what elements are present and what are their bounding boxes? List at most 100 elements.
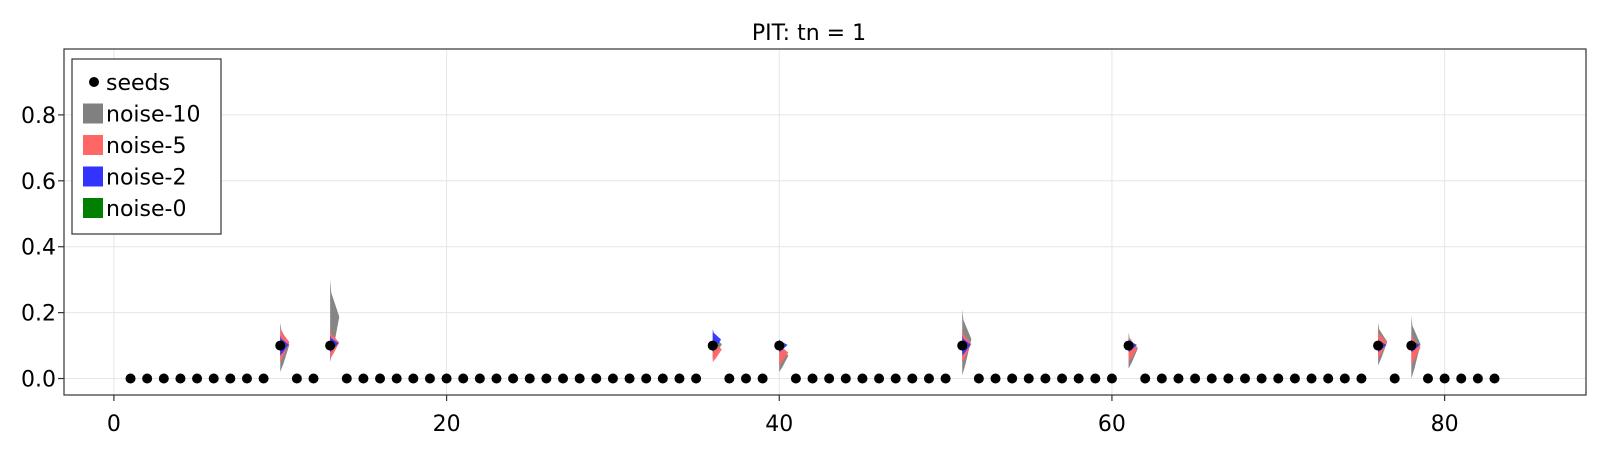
seed-point: [674, 373, 685, 384]
seed-point: [790, 373, 801, 384]
y-tick-label: 0.0: [21, 368, 56, 393]
seed-point: [175, 373, 186, 384]
seed-point: [1190, 373, 1201, 384]
seed-point: [990, 373, 1001, 384]
seed-point: [458, 373, 469, 384]
seed-point: [1073, 373, 1084, 384]
seed-point: [1472, 373, 1483, 384]
legend-marker-noise-5: [83, 135, 103, 155]
axes: 0 20 40 60 80 0.0 0.2 0.4 0.6 0.8: [21, 104, 1459, 437]
seed-point: [1240, 373, 1251, 384]
seed-point: [874, 373, 885, 384]
seed-point: [325, 340, 336, 351]
plot-frame: [63, 48, 1587, 396]
legend-label-noise-10: noise-10: [106, 103, 200, 128]
legend-marker-noise-2: [83, 166, 103, 187]
legend-label-noise-0: noise-0: [106, 197, 186, 222]
seed-point: [1023, 373, 1034, 384]
seed-point: [1206, 373, 1217, 384]
seed-point: [1373, 340, 1384, 351]
seed-point: [424, 373, 435, 384]
seed-point: [391, 373, 402, 384]
legend-marker-seeds: [89, 77, 99, 87]
seed-point: [1456, 373, 1467, 384]
seed-point: [824, 373, 835, 384]
seed-point: [1140, 373, 1151, 384]
seed-point: [491, 373, 502, 384]
seed-point: [740, 373, 751, 384]
seed-point: [1256, 373, 1267, 384]
seed-point: [774, 340, 785, 351]
seed-point: [1339, 373, 1350, 384]
seed-point: [624, 373, 635, 384]
seed-point: [1106, 373, 1117, 384]
seed-point: [607, 373, 618, 384]
seed-point: [358, 373, 369, 384]
seed-point: [923, 373, 934, 384]
seed-point: [641, 373, 652, 384]
legend: seeds noise-10 noise-5 noise-2 noise-0: [71, 58, 222, 235]
seed-point: [757, 373, 768, 384]
seed-point: [1156, 373, 1167, 384]
seed-point: [308, 373, 319, 384]
seed-point: [341, 373, 352, 384]
seed-point: [691, 373, 702, 384]
seed-point: [1489, 373, 1500, 384]
seed-point: [192, 373, 203, 384]
seed-point: [1223, 373, 1234, 384]
seed-point: [907, 373, 918, 384]
noise-distributions: [280, 279, 1421, 379]
seed-point: [408, 373, 419, 384]
legend-label-noise-5: noise-5: [106, 134, 186, 159]
legend-marker-noise-10: [83, 103, 103, 124]
seed-point: [890, 373, 901, 384]
grid: [64, 49, 1586, 395]
seed-point: [1439, 373, 1450, 384]
y-tick-label: 0.6: [21, 170, 56, 195]
x-tick-label: 20: [433, 412, 461, 437]
seed-point: [1173, 373, 1184, 384]
seed-point: [1057, 373, 1068, 384]
seed-point: [807, 373, 818, 384]
seed-point: [857, 373, 868, 384]
chart-title: PIT: tn = 1: [752, 21, 866, 46]
seed-point: [591, 373, 602, 384]
x-tick-label: 80: [1431, 412, 1459, 437]
seed-point: [707, 340, 718, 351]
seed-point: [258, 373, 269, 384]
seed-point: [158, 373, 169, 384]
seed-point: [1123, 340, 1134, 351]
seed-point: [1273, 373, 1284, 384]
seed-point: [275, 340, 286, 351]
seed-point: [1406, 340, 1417, 351]
seed-point: [541, 373, 552, 384]
seed-point: [524, 373, 535, 384]
seed-point: [1289, 373, 1300, 384]
seed-point: [1040, 373, 1051, 384]
seed-point: [940, 373, 951, 384]
noise-5-distribution: [1411, 332, 1421, 366]
seed-point: [1323, 373, 1334, 384]
x-tick-label: 60: [1098, 412, 1126, 437]
seed-point: [125, 373, 136, 384]
seed-point: [558, 373, 569, 384]
seed-point: [208, 373, 219, 384]
seed-point: [574, 373, 585, 384]
y-tick-label: 0.4: [21, 236, 56, 261]
seed-point: [142, 373, 153, 384]
y-tick-label: 0.8: [21, 104, 56, 129]
legend-label-seeds: seeds: [106, 71, 170, 96]
seed-point: [1389, 373, 1400, 384]
legend-marker-noise-0: [83, 198, 103, 218]
seed-point: [973, 373, 984, 384]
seed-point: [291, 373, 302, 384]
seed-point: [840, 373, 851, 384]
seed-point: [724, 373, 735, 384]
seed-point: [375, 373, 386, 384]
seed-point: [657, 373, 668, 384]
seed-point: [241, 373, 252, 384]
seed-point: [1090, 373, 1101, 384]
y-tick-label: 0.2: [21, 302, 56, 327]
seed-point: [1422, 373, 1433, 384]
